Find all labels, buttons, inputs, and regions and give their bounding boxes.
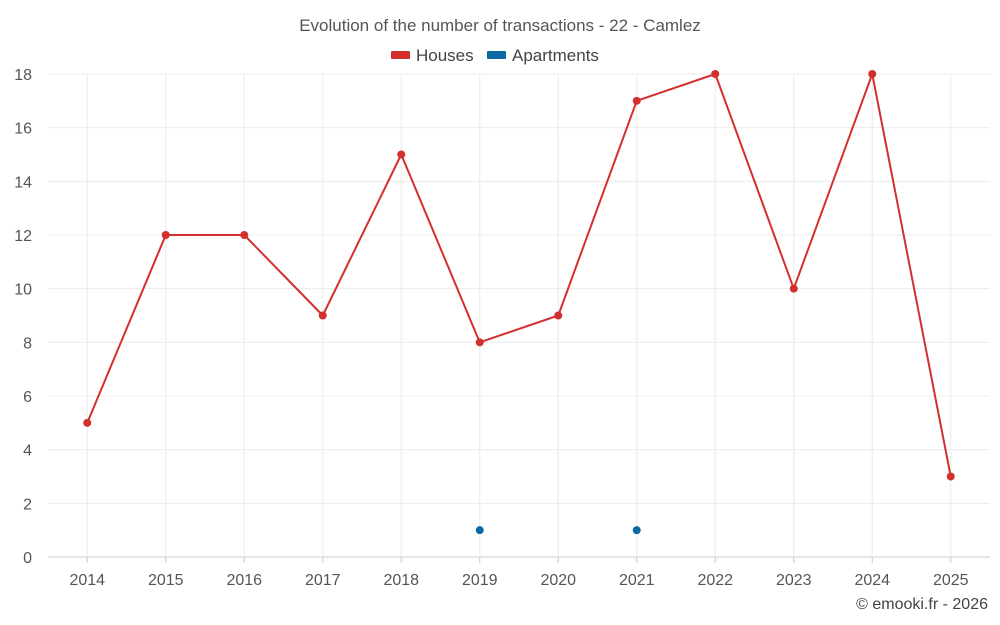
- legend-swatch-houses: [391, 51, 410, 59]
- y-tick-label: 2: [23, 496, 32, 513]
- y-tick-label: 18: [14, 67, 32, 84]
- data-point-houses[interactable]: [946, 472, 955, 481]
- data-point-houses[interactable]: [711, 70, 720, 78]
- x-tick-label: 2018: [383, 572, 419, 589]
- data-point-houses[interactable]: [475, 338, 484, 347]
- legend-item-apartments[interactable]: Apartments: [487, 46, 599, 65]
- y-tick-label: 16: [14, 121, 32, 138]
- legend-label-houses: Houses: [416, 46, 474, 65]
- series-layer: [83, 70, 955, 535]
- x-tick-label: 2016: [226, 572, 262, 589]
- data-point-houses[interactable]: [240, 231, 249, 239]
- x-tick-label: 2022: [697, 572, 733, 589]
- series-line-houses: [86, 73, 952, 477]
- x-tick-label: 2020: [540, 572, 576, 589]
- legend: Houses Apartments: [391, 46, 599, 65]
- data-point-apartments[interactable]: [632, 526, 641, 535]
- x-tick-label: 2017: [305, 572, 341, 589]
- data-point-houses[interactable]: [397, 150, 406, 159]
- x-tick-label: 2024: [854, 572, 890, 589]
- data-point-houses[interactable]: [868, 70, 877, 78]
- legend-label-apartments: Apartments: [512, 46, 599, 65]
- x-tick-label: 2019: [462, 572, 498, 589]
- data-point-houses[interactable]: [632, 96, 641, 105]
- y-tick-label: 10: [14, 282, 32, 299]
- x-tick-label: 2023: [776, 572, 812, 589]
- y-axis: 0 2 4 6 8 10 12 14 16 18: [14, 67, 32, 567]
- credit-text: © emooki.fr - 2026: [856, 596, 988, 613]
- x-tick-label: 2014: [69, 572, 105, 589]
- y-tick-label: 0: [23, 550, 32, 567]
- chart-title: Evolution of the number of transactions …: [299, 16, 701, 35]
- data-point-houses[interactable]: [318, 311, 327, 320]
- data-point-apartments[interactable]: [475, 526, 484, 535]
- legend-item-houses[interactable]: Houses: [391, 46, 474, 65]
- y-tick-label: 14: [14, 174, 32, 191]
- grid: [48, 73, 990, 558]
- x-tick-label: 2021: [619, 572, 655, 589]
- y-tick-label: 4: [23, 443, 32, 460]
- legend-swatch-apartments: [487, 51, 506, 59]
- data-point-houses[interactable]: [161, 231, 170, 239]
- data-point-houses[interactable]: [554, 311, 563, 320]
- y-tick-label: 12: [14, 228, 32, 245]
- data-point-houses[interactable]: [83, 418, 92, 427]
- y-tick-label: 8: [23, 335, 32, 352]
- x-tick-label: 2015: [148, 572, 184, 589]
- data-point-houses[interactable]: [789, 284, 798, 293]
- x-axis: 2014 2015 2016 2017 2018 2019 2020 2021 2022 2023…: [69, 557, 969, 589]
- y-tick-label: 6: [23, 389, 32, 406]
- x-tick-label: 2025: [933, 572, 969, 589]
